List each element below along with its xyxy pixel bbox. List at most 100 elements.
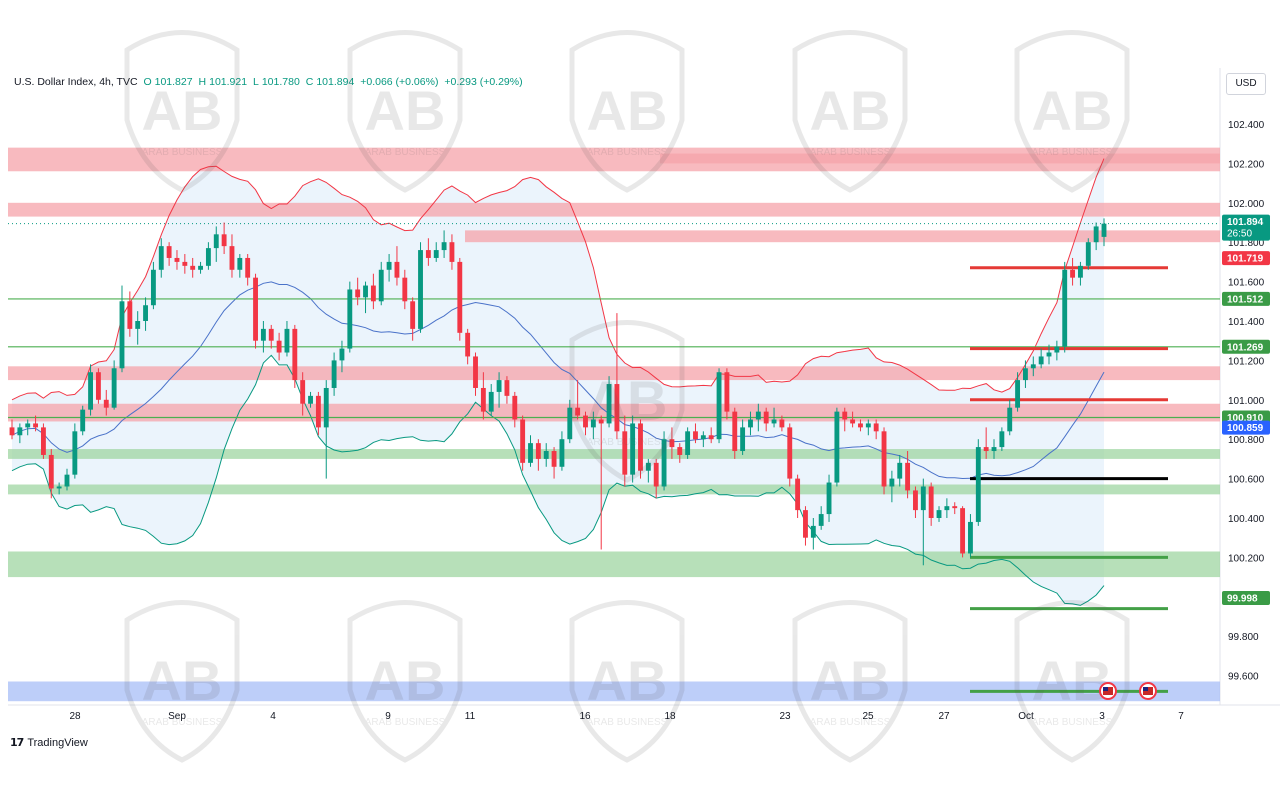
middle-band-line <box>11 281 1105 480</box>
watermark-text: ARAB BUSINESS <box>587 717 668 728</box>
candle <box>826 482 832 515</box>
candle <box>1101 223 1107 237</box>
open-value: 101.827 <box>154 76 193 88</box>
watermark-logo-icon: AB ARAB BUSINESS <box>347 30 463 193</box>
candle <box>708 435 714 440</box>
y-tick-label: 102.000 <box>1228 199 1265 210</box>
candle <box>936 510 942 518</box>
y-tick-label: 101.800 <box>1228 238 1265 249</box>
high-value: 101.921 <box>209 76 248 88</box>
watermark-letters: AB <box>365 649 446 712</box>
candle <box>103 399 109 408</box>
candle <box>370 285 376 302</box>
zone-resistance-1 <box>8 147 1220 172</box>
y-tick-label: 102.400 <box>1228 120 1265 131</box>
low-label: L <box>253 76 259 88</box>
price-badge-timer: 26:50 <box>1227 229 1252 240</box>
watermark-text: ARAB BUSINESS <box>810 717 891 728</box>
x-tick-label: 28 <box>69 711 81 722</box>
watermark-letters: AB <box>810 649 891 712</box>
candle <box>221 234 227 247</box>
candle <box>763 411 769 424</box>
price-badge-value: 101.719 <box>1227 254 1264 265</box>
candle <box>386 261 392 270</box>
candle <box>1015 380 1021 408</box>
candle <box>441 242 447 251</box>
candle <box>583 415 588 428</box>
candle <box>504 380 510 396</box>
symbol-name: U.S. Dollar Index, 4h, TVC <box>14 76 138 88</box>
candle <box>166 246 172 258</box>
candle <box>465 332 471 357</box>
candle <box>669 439 675 448</box>
low-value: 101.780 <box>261 76 300 88</box>
candle <box>677 447 683 455</box>
watermark-shield-icon <box>569 320 685 483</box>
candle <box>363 285 368 298</box>
tv-icon: 𝟭𝟳 <box>10 737 24 749</box>
candle <box>960 508 966 554</box>
candle <box>630 423 636 475</box>
watermark-shield-icon <box>1014 600 1130 763</box>
candle <box>920 486 926 511</box>
candle <box>339 348 345 361</box>
candle <box>480 387 486 412</box>
watermark-text: ARAB BUSINESS <box>587 437 668 448</box>
candle <box>787 427 793 479</box>
x-tick-label: 4 <box>270 711 276 722</box>
x-tick-label: 16 <box>579 711 591 722</box>
candle <box>245 257 251 278</box>
candle <box>913 490 918 511</box>
watermark-letters: AB <box>1032 649 1113 712</box>
candle <box>355 289 361 298</box>
candle <box>158 246 164 270</box>
price-badge <box>1222 420 1270 435</box>
tradingview-logo[interactable]: 𝟭𝟳 TradingView <box>10 736 88 749</box>
candle <box>260 328 266 341</box>
y-tick-label: 101.600 <box>1228 278 1265 289</box>
currency-button[interactable]: USD <box>1226 73 1266 95</box>
candle <box>268 328 274 341</box>
candle <box>253 277 258 341</box>
candle <box>25 423 31 428</box>
price-badge-value: 101.894 <box>1227 217 1264 228</box>
watermark-logo-icon: AB ARAB BUSINESS <box>347 600 463 763</box>
candle <box>48 454 54 489</box>
candle <box>40 427 46 455</box>
candle <box>897 462 903 479</box>
candle <box>425 250 431 258</box>
watermark-logo-icon: AB ARAB BUSINESS <box>569 30 685 193</box>
candle <box>999 431 1005 448</box>
candle <box>198 265 203 270</box>
candle <box>488 391 494 412</box>
watermark-shield-icon <box>347 30 463 193</box>
candle <box>449 242 455 262</box>
y-tick-label: 100.600 <box>1228 475 1265 486</box>
watermark-text: ARAB BUSINESS <box>365 717 446 728</box>
candle <box>740 427 746 452</box>
candle <box>983 447 989 452</box>
candle <box>331 360 337 388</box>
candle <box>119 301 125 369</box>
lower-band-line <box>11 354 1105 606</box>
x-tick-label: Sep <box>168 711 186 722</box>
candle <box>1038 356 1044 365</box>
x-tick-label: 18 <box>664 711 676 722</box>
upper-band-line <box>11 158 1105 401</box>
watermark-letters: AB <box>142 649 223 712</box>
candle <box>795 478 801 511</box>
x-tick-label: 7 <box>1178 711 1184 722</box>
x-tick-label: 27 <box>938 711 950 722</box>
zone-support-8 <box>8 551 1220 578</box>
candle <box>928 486 934 518</box>
watermark-logo-icon: AB ARAB BUSINESS <box>792 30 908 193</box>
candle <box>315 395 321 428</box>
zone-resistance-2 <box>8 202 1220 217</box>
candle <box>952 506 958 509</box>
us-flag-canton <box>1143 687 1148 691</box>
watermark-logo-icon: AB ARAB BUSINESS <box>569 320 685 483</box>
watermark-text: ARAB BUSINESS <box>365 147 446 158</box>
watermark-text: ARAB BUSINESS <box>142 717 223 728</box>
